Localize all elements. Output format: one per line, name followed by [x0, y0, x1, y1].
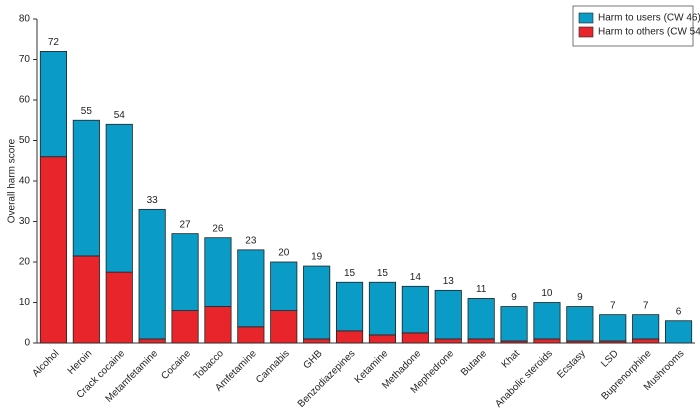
bar-segment	[664, 320, 693, 344]
x-tick-label: Khat	[500, 348, 522, 370]
bar-segment	[303, 265, 331, 340]
bar-segment	[72, 119, 100, 257]
x-tick-label: Cocaine	[159, 348, 193, 382]
bar-segment	[533, 338, 561, 344]
bar-segment	[105, 123, 133, 273]
x-tick-label: Butane	[459, 348, 489, 378]
bar-segment	[467, 338, 495, 344]
total-label: 33	[147, 195, 159, 206]
bar-segment	[39, 51, 68, 158]
y-tick-label: 50	[19, 135, 31, 146]
bar-segment	[434, 289, 462, 340]
y-tick-label: 60	[19, 95, 31, 106]
bar-segment	[237, 326, 265, 344]
legend-label: Harm to users (CW 46)	[598, 13, 700, 24]
y-tick-label: 70	[19, 54, 31, 65]
bar-segment	[632, 338, 660, 344]
bar-segment	[566, 306, 594, 342]
x-tick-label: Alcohol	[30, 348, 61, 379]
bar-segment	[171, 310, 199, 344]
legend-swatch	[578, 26, 594, 38]
total-label: 72	[48, 37, 60, 48]
legend-label: Harm to others (CW 54)	[598, 27, 700, 38]
bar-segment	[204, 306, 232, 344]
bar-segment	[401, 285, 429, 334]
bar-segment	[138, 208, 166, 340]
total-label: 6	[676, 306, 682, 317]
total-label: 55	[81, 106, 93, 117]
total-label: 26	[212, 223, 224, 234]
bar-segment	[533, 302, 561, 340]
y-tick-label: 80	[19, 14, 31, 25]
y-tick-label: 20	[19, 257, 31, 268]
x-tick-label: Cannabis	[254, 348, 292, 386]
y-tick-label: 40	[19, 176, 31, 187]
total-label: 15	[344, 268, 356, 279]
total-label: 10	[541, 288, 553, 299]
total-label: 54	[114, 110, 126, 121]
total-label: 9	[511, 292, 517, 303]
y-tick-label: 30	[19, 216, 31, 227]
legend-swatch	[578, 12, 594, 24]
bar-segment	[270, 310, 298, 344]
bar-segment	[335, 281, 364, 332]
bar-segment	[204, 237, 232, 307]
y-tick-label: 0	[24, 338, 30, 349]
bar-segment	[368, 281, 397, 336]
x-tick-label: Anabolic steroids	[493, 348, 555, 410]
bar-segment	[39, 156, 68, 344]
x-tick-label: Ecstasy	[555, 348, 588, 381]
total-label: 7	[610, 300, 616, 311]
bar-segment	[303, 338, 331, 344]
y-axis-label: Overall harm score	[7, 138, 18, 223]
bar-segment	[599, 314, 627, 342]
total-label: 15	[377, 268, 389, 279]
bar-segment	[434, 338, 462, 344]
total-label: 14	[410, 272, 422, 283]
x-tick-label: Benzodiazepines	[296, 348, 358, 410]
total-label: 20	[278, 248, 290, 259]
total-label: 7	[643, 300, 649, 311]
total-label: 13	[443, 276, 455, 287]
bar-segment	[500, 306, 528, 342]
y-tick-label: 10	[19, 297, 31, 308]
bar-segment	[270, 261, 298, 311]
bar-segment	[335, 330, 364, 344]
total-label: 23	[245, 235, 257, 246]
bar-segment	[467, 298, 495, 340]
legend-box	[572, 5, 694, 47]
x-tick-label: Heroin	[66, 348, 95, 377]
bar-segment	[237, 249, 265, 328]
total-label: 19	[311, 252, 323, 263]
bar-segment	[138, 338, 166, 344]
bar-segment	[401, 332, 429, 344]
x-tick-label: LSD	[599, 348, 621, 370]
total-label: 9	[577, 292, 583, 303]
bar-segment	[105, 271, 133, 344]
bar-segment	[171, 233, 199, 311]
bar-segment	[368, 334, 397, 344]
total-label: 11	[476, 284, 487, 295]
bar-segment	[632, 314, 660, 340]
x-tick-label: GHB	[302, 348, 325, 371]
bar-segment	[72, 255, 100, 344]
total-label: 27	[179, 219, 191, 230]
